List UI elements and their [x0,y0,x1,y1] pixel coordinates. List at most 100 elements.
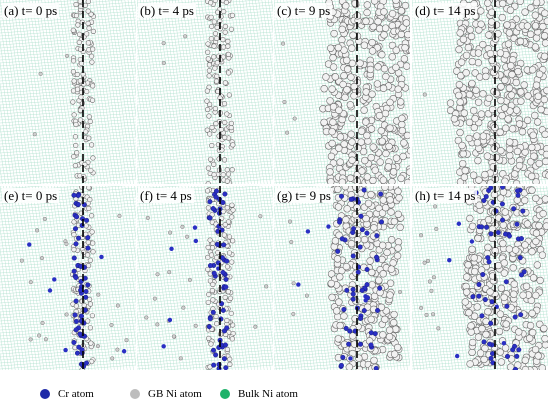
gb-ni-atom [370,356,378,365]
gb-ni-atom [500,293,508,302]
gb-ni-atom [394,210,402,219]
gb-ni-atom [226,234,233,240]
gb-ni-atom [538,251,547,259]
gb-ni-atom [534,352,542,360]
gb-ni-atom [327,44,335,52]
gb-ni-atom [547,50,548,56]
gb-ni-atom [512,78,520,87]
cr-atom [359,287,365,293]
gb-ni-atom [326,97,334,105]
gb-ni-atom [374,17,382,26]
gb-ni-atom [529,274,538,282]
gb-ni-atom [497,358,506,366]
gb-ni-atom [455,45,463,54]
gb-ni-atom [360,41,369,49]
gb-ni-atom [213,78,220,84]
defect-atom [115,347,120,352]
cr-atom [210,309,216,315]
gb-ni-atom [524,92,532,100]
gb-ni-atom [228,310,234,316]
gb-ni-atom [213,255,220,261]
cr-atom [75,201,81,207]
gb-ni-atom [379,84,388,93]
gb-ni-atom [499,239,507,248]
defect-atom [64,312,69,317]
gb-ni-atom [466,360,474,368]
defect-atom [32,132,37,137]
gb-ni-atom [73,303,79,309]
cr-atom [220,307,226,313]
gb-ni-atom [335,106,343,114]
gb-ni-atom [468,79,476,88]
cr-atom [481,198,487,204]
cr-atom [221,356,227,362]
gb-ni-atom [455,81,464,89]
cr-atom [514,221,520,227]
gb-ni-atom [209,142,215,149]
gb-ni-atom [348,44,356,52]
gb-ni-atom [87,257,93,263]
gb-ni-atom [388,53,396,61]
cr-atom [167,317,173,323]
gb-ni-atom [342,216,350,224]
cr-atom [63,347,68,353]
cr-atom [73,298,79,304]
panel-label-d: (d) t= 14 ps [413,3,478,18]
gb-ni-atom [206,62,213,68]
cr-atom [469,239,475,244]
gb-ni-atom [368,268,376,277]
gb-ni-atom [367,153,375,162]
gb-ni-atom [383,248,391,257]
gb-ni-atom [369,22,378,31]
gb-ni-atom [362,17,370,25]
gb-ni-atom [227,295,234,301]
gb-ni-atom [512,179,521,184]
gb-ni-atom [70,99,76,105]
gb-ni-atom [367,315,375,324]
gb-ni-atom [482,330,490,339]
gb-ni-atom [519,291,527,299]
gb-ni-atom [335,144,343,152]
gb-ni-atom [348,156,356,164]
gb-ni-atom [379,176,388,184]
panel-label-b: (b) t= 4 ps [138,3,196,18]
defect-atom [282,99,287,105]
gb-ni-atom [86,114,92,120]
defect-atom [436,326,441,331]
gb-ni-atom [85,263,92,269]
cr-atom [504,303,510,309]
cr-atom [368,342,374,348]
gb-ni-atom [85,252,91,258]
gb-ni-atom [331,237,340,245]
gb-ni-atom [205,244,211,250]
gb-ni-atom [402,19,410,27]
gb-ni-atom [498,13,507,22]
gb-ni-atom [341,186,350,191]
gb-ni-atom [400,55,409,63]
defect-atom [110,356,115,361]
gb-ni-atom [399,152,407,161]
gb-ni-atom [500,104,509,112]
cr-atom [361,308,367,314]
gb-ni-atom [90,46,96,52]
cr-atom [374,254,380,260]
gb-ni-atom [71,112,77,118]
scattered-defects [422,92,427,97]
gb-ni-atom [542,150,548,159]
cr-atom [340,354,346,360]
gb-ni-atom [521,8,529,16]
cr-atom [52,277,57,282]
defect-atom [419,305,424,310]
gb-ni-atom [90,249,96,255]
gb-ni-atom [222,23,228,29]
gb-ni-atom [389,168,398,176]
gb-ni-atom [547,70,548,74]
gb-ni-atom [224,167,230,173]
gb-ni-atom [358,167,366,175]
gb-ni-atom [320,118,328,127]
defect-atom [264,284,269,289]
gb-ni-atom [477,7,485,15]
gb-ni-atom [504,40,513,48]
cr-atom [211,347,217,353]
